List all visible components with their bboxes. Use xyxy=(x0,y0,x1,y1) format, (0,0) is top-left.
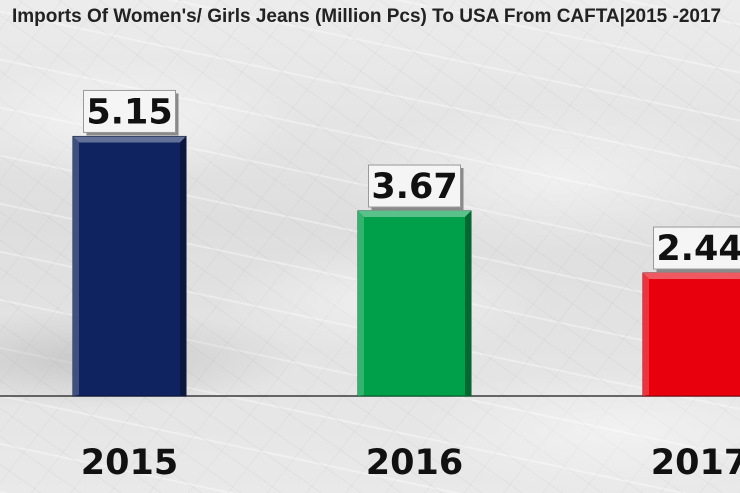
bar xyxy=(642,272,740,397)
bar-top-bevel xyxy=(643,273,740,280)
x-tick-label: 2016 xyxy=(366,443,463,483)
bar-right-bevel xyxy=(180,136,186,396)
data-label-box xyxy=(83,89,176,133)
bar xyxy=(357,210,472,397)
bar-left-bevel xyxy=(643,273,649,396)
data-label: 3.67 xyxy=(371,167,457,207)
x-tick-label: 2017 xyxy=(651,443,740,483)
bar xyxy=(72,135,187,397)
bar-top-bevel xyxy=(358,211,471,218)
data-label-box xyxy=(368,164,461,208)
bar-group: 3.67 2016 xyxy=(357,164,472,483)
data-label: 5.15 xyxy=(86,92,172,132)
bar-group: 2.44 2017 xyxy=(642,226,740,483)
bar-right-bevel xyxy=(465,211,471,396)
data-label-box xyxy=(653,226,740,270)
bar-top-bevel xyxy=(73,136,186,143)
bar-left-bevel xyxy=(73,136,79,396)
bar-group: 5.15 2015 xyxy=(72,89,187,483)
bar-left-bevel xyxy=(358,211,364,396)
chart-title: Imports Of Women's/ Girls Jeans (Million… xyxy=(12,6,722,27)
data-label: 2.44 xyxy=(656,229,740,269)
x-tick-label: 2015 xyxy=(81,443,178,483)
